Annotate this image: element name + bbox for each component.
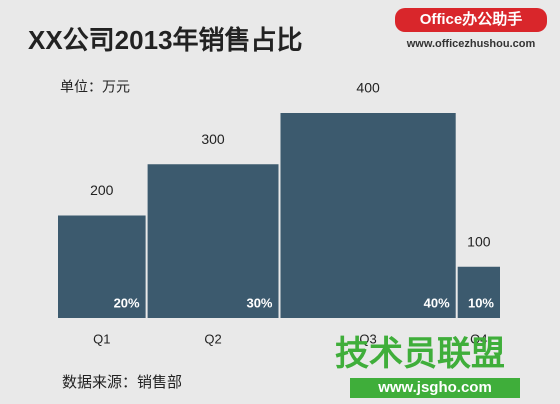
bar	[457, 266, 500, 318]
logo-badge	[395, 8, 547, 32]
value-label: 400	[356, 80, 380, 96]
logo-url: www.officezhushou.com	[406, 38, 536, 50]
x-tick-label: Q2	[204, 331, 221, 346]
share-label: 40%	[424, 295, 450, 310]
value-label: 100	[467, 233, 491, 249]
chart-title: XX公司2013年销售占比	[28, 25, 303, 55]
share-label: 30%	[246, 295, 272, 310]
bar	[280, 113, 456, 318]
value-label: 200	[90, 182, 114, 198]
share-label: 20%	[114, 295, 140, 310]
logo: Office办公助手	[420, 10, 523, 28]
x-tick-label: Q4	[470, 331, 487, 346]
watermark-band	[350, 378, 520, 398]
source-note: 数据来源：销售部	[62, 374, 182, 391]
unit-label: 单位：万元	[60, 79, 130, 95]
x-tick-label: Q1	[93, 331, 110, 346]
watermark: 技术员联盟	[335, 335, 505, 373]
x-tick-label: Q3	[359, 331, 376, 346]
share-label: 10%	[468, 295, 494, 310]
value-label: 300	[201, 131, 225, 147]
bar	[58, 215, 146, 318]
bar	[147, 164, 279, 318]
watermark-url: www.jsgho.com	[377, 379, 492, 396]
